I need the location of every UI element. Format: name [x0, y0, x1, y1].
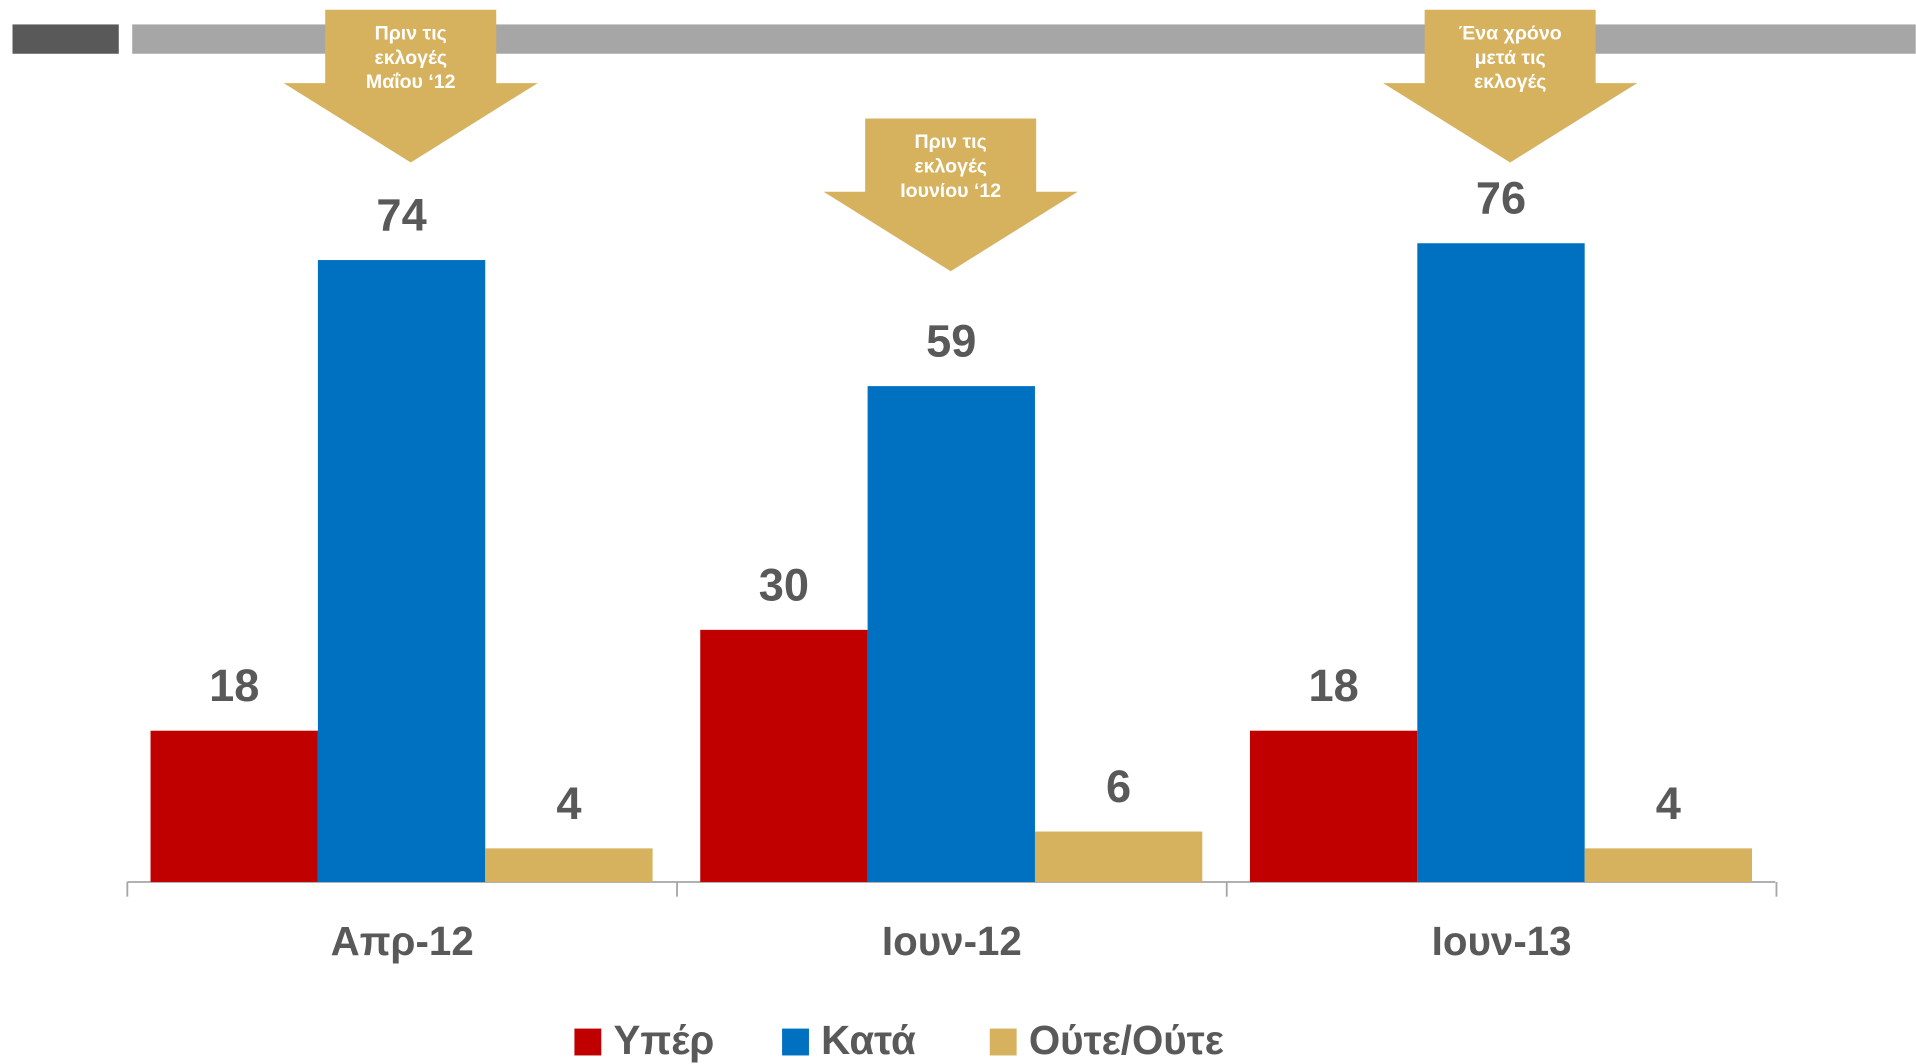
- bar: [317, 260, 486, 882]
- callout-arrow: [823, 118, 1078, 272]
- data-label: 18: [209, 660, 259, 711]
- data-label: 30: [759, 559, 809, 610]
- x-tick-label: Απρ-12: [331, 919, 474, 964]
- callout-text: Μαΐου ‘12: [366, 71, 456, 93]
- bar: [867, 386, 1035, 882]
- callout-text: Ένα χρόνο: [1459, 22, 1562, 44]
- callout-arrow: [283, 9, 538, 163]
- callout-text: Ιουνίου ‘12: [900, 180, 1001, 202]
- legend-label: Υπέρ: [614, 1018, 715, 1063]
- callout-text: μετά τις: [1475, 47, 1546, 69]
- callout-text: Πριν τις: [915, 131, 987, 153]
- legend-label: Ούτε/Ούτε: [1029, 1018, 1224, 1063]
- bar: [1417, 243, 1585, 882]
- x-tick-label: Ιουν-12: [882, 919, 1022, 964]
- data-label: 4: [556, 778, 581, 829]
- callout-text: εκλογές: [914, 156, 987, 178]
- data-label: 6: [1106, 761, 1131, 812]
- callout-arrow: [1383, 9, 1638, 163]
- legend-swatch: [782, 1028, 809, 1056]
- bar: [1584, 848, 1753, 882]
- header-bar-dark: [12, 24, 119, 54]
- data-label: 74: [376, 189, 426, 240]
- callout-text: Πριν τις: [375, 22, 447, 44]
- bar: [700, 629, 868, 882]
- legend-swatch: [989, 1028, 1017, 1056]
- x-tick-label: Ιουν-13: [1432, 919, 1572, 964]
- bar: [150, 730, 318, 882]
- legend-swatch: [574, 1028, 602, 1056]
- legend-label: Κατά: [821, 1018, 916, 1063]
- data-label: 59: [926, 316, 976, 367]
- bar: [485, 848, 653, 882]
- data-label: 18: [1309, 660, 1359, 711]
- bar: [1249, 730, 1418, 882]
- callout-text: εκλογές: [1474, 71, 1547, 93]
- data-label: 76: [1476, 173, 1526, 224]
- data-label: 4: [1656, 778, 1681, 829]
- bar: [1034, 831, 1203, 882]
- callout-text: εκλογές: [374, 47, 447, 69]
